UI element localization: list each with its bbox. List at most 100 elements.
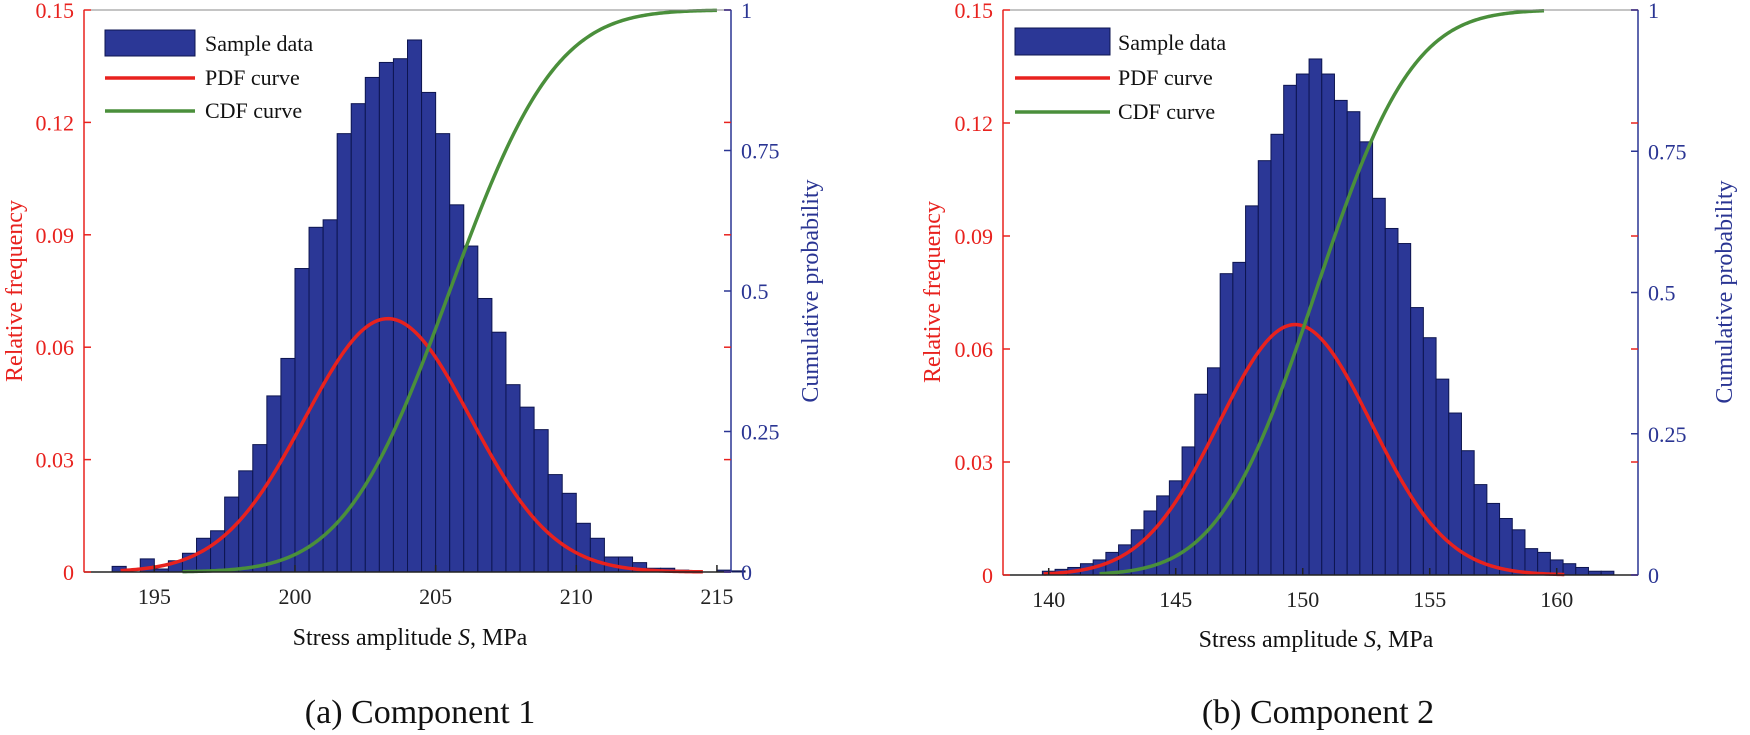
histogram-bar [1283,84,1297,576]
histogram-bar [280,357,296,573]
y-left-tick-label: 0 [63,560,74,585]
histogram-bar [1397,243,1412,576]
histogram-bar [1321,73,1335,576]
y-left-tick-label: 0.06 [955,337,994,362]
panel-a-y-axis-title-left: Relative frequency [2,200,28,382]
legend-label-cdf-curve: CDF curve [205,98,302,123]
panel-a-y-axis-title-right: Cumulative probability [798,179,824,402]
x-tick-label: 145 [1159,587,1192,612]
panel-a-cdf-curve [182,8,717,574]
histogram-bar [1372,197,1386,576]
histogram-bar [547,474,563,573]
panel-b-legend: Sample data PDF curve CDF curve [1014,27,1226,124]
histogram-bar [1435,378,1450,576]
y-right-tick-label: 0.25 [741,420,780,445]
y-right-tick-label: 0 [741,560,752,585]
panel-a: 0 0.03 0.06 0.09 0.12 0.15 0 0.25 0.5 0.75 1 195 2… [2,0,824,731]
y-left-tick-label: 0.03 [955,450,994,475]
histogram-bar [1511,529,1526,576]
histogram-bar [1384,227,1399,576]
legend-label-cdf-curve: CDF curve [1118,99,1215,124]
y-left-tick-label: 0 [982,563,993,588]
panel-a-left-ticks: 0 0.03 0.06 0.09 0.12 0.15 [36,0,731,585]
x-tick-label: 160 [1540,587,1573,612]
panel-b-right-ticks: 0 0.25 0.5 0.75 1 [1631,0,1687,588]
panel-b-bars [1041,58,1615,576]
histogram-bar [1308,58,1323,576]
panel-a-legend: Sample data PDF curve CDF curve [104,29,313,123]
histogram-bar [252,444,268,573]
histogram-bar [1257,160,1272,576]
histogram-bar [1270,133,1285,576]
histogram-bar [435,133,451,573]
histogram-bar [575,522,591,573]
histogram-bar [589,537,605,573]
histogram-bar [1359,141,1374,576]
legend-label-sample-data: Sample data [1118,30,1226,55]
x-tick-label: 150 [1286,587,1319,612]
histogram-bar [1575,566,1589,576]
x-tick-label: 215 [700,584,733,609]
x-tick-label: 140 [1032,587,1065,612]
y-right-tick-label: 1 [1648,0,1659,23]
legend-swatch-sample-data [1014,27,1111,56]
legend-swatch-sample-data [104,29,196,57]
histogram-bar [505,384,521,573]
panel-b-y-axis-title-left: Relative frequency [920,201,946,383]
histogram-bar [561,492,577,573]
histogram-bar [533,429,549,573]
y-right-tick-label: 0.5 [1648,281,1676,306]
x-tick-label: 195 [138,584,171,609]
panel-a-right-ticks: 0 0.25 0.5 0.75 1 [724,0,780,585]
panel-b: 00.030.060.090.120.15 00.250.50.751 140 1… [920,0,1738,731]
y-left-tick-label: 0.03 [36,448,75,473]
histogram-bar [392,58,408,573]
panel-b-left-ticks: 0 0.03 0.06 0.09 0.12 0.15 [955,0,1638,588]
histogram-bar [196,537,212,573]
histogram-bar [1194,393,1208,576]
x-tick-label: 200 [278,584,311,609]
histogram-bar [519,406,535,573]
histogram-bar [1181,446,1196,576]
y-left-tick-label: 0.15 [36,0,75,23]
legend-label-sample-data: Sample data [205,31,313,56]
histogram-bar [1245,205,1259,576]
histogram-bar [1499,518,1513,576]
x-tick-label: 210 [560,584,593,609]
panel-a-x-axis-title: Stress amplitude S, MPa [293,625,528,651]
histogram-bar [1410,307,1424,576]
y-right-tick-label: 0.25 [1648,422,1687,447]
y-right-tick-label: 0.75 [741,139,780,164]
histogram-bar [1422,337,1437,576]
legend-label-pdf-curve: PDF curve [1118,65,1213,90]
y-left-tick-label: 0.06 [36,335,75,360]
histogram-bar [1333,99,1348,576]
panel-b-y-axis-title-right: Cumulative probability [1712,180,1738,403]
y-left-tick-label: 0.12 [36,110,75,135]
y-left-tick-label: 0.12 [955,111,994,136]
y-left-tick-label: 0.09 [36,223,75,248]
panel-b-x-ticks: 140 145 150 155 160 [1032,568,1573,612]
histogram-bar [322,219,338,573]
panel-a-pdf-curve [120,316,703,574]
panel-b-x-axis-title: Stress amplitude S, MPa [1199,627,1434,653]
histogram-bar [1537,551,1551,576]
histogram-bar [1219,273,1234,576]
x-tick-label: 205 [419,584,452,609]
histogram-bar [491,331,507,573]
panel-a-caption: (a) Component 1 [305,694,535,731]
panel-b-caption: (b) Component 2 [1202,694,1434,731]
histogram-bar [1206,367,1221,576]
histogram-bar [1232,261,1247,576]
y-right-tick-label: 0.5 [741,279,769,304]
legend-label-pdf-curve: PDF curve [205,65,300,90]
y-right-tick-label: 0.75 [1648,139,1687,164]
y-right-tick-label: 1 [741,0,752,23]
y-left-tick-label: 0.15 [955,0,994,23]
histogram-bar [1562,563,1577,576]
panel-b-cdf-curve [1099,9,1545,576]
y-left-tick-label: 0.09 [955,224,994,249]
x-tick-label: 155 [1413,587,1446,612]
histogram-bar [407,39,423,573]
